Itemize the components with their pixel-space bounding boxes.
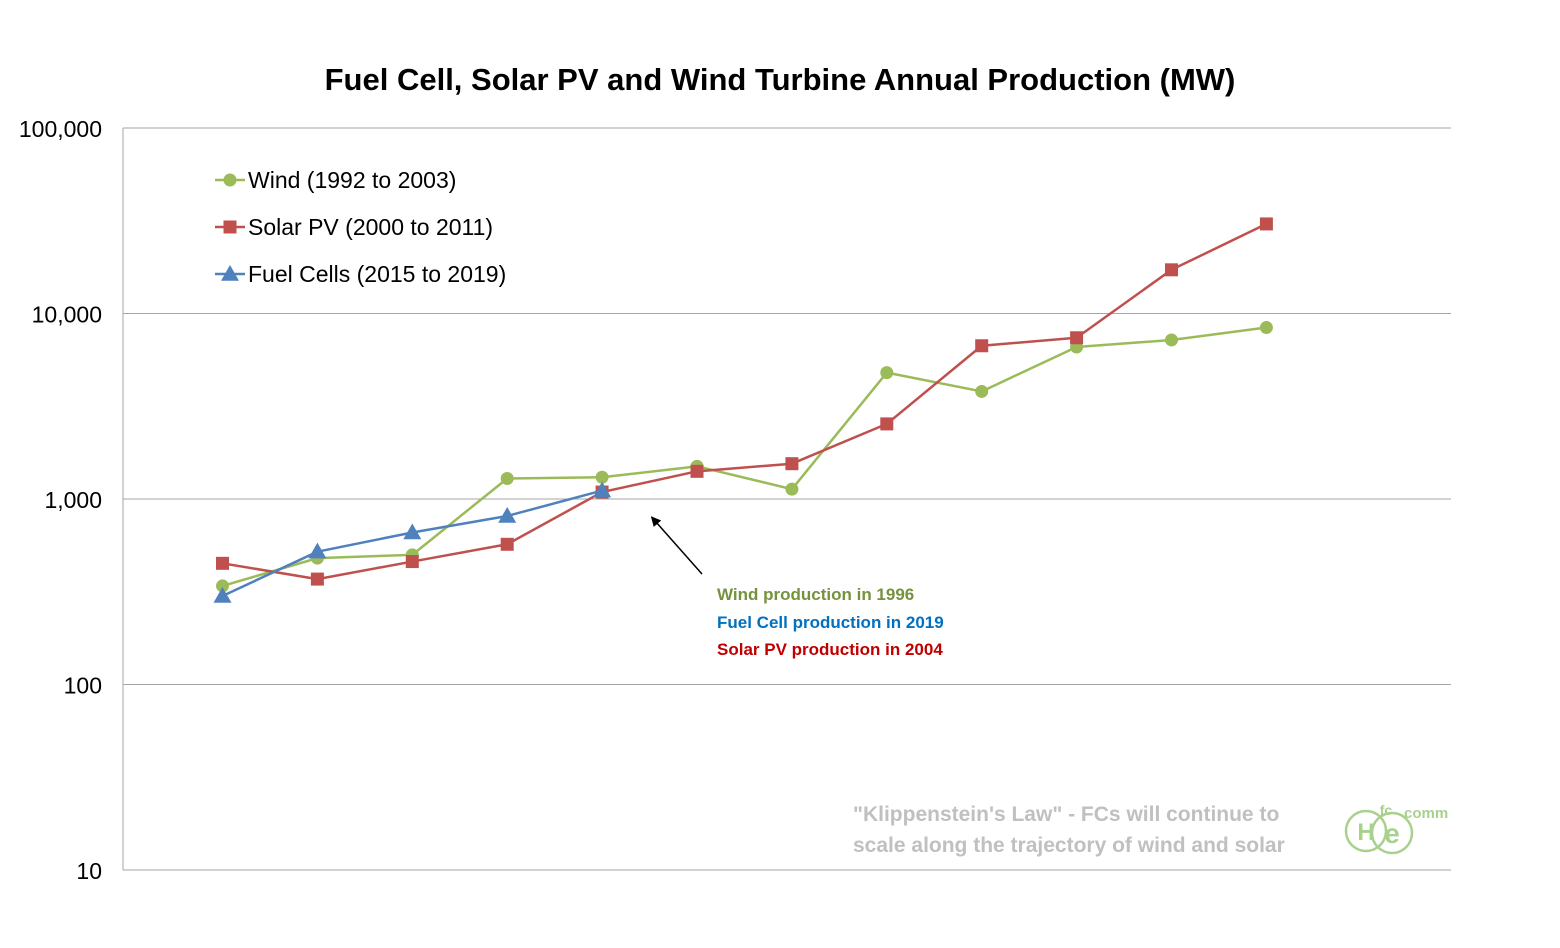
data-point — [216, 556, 229, 570]
data-point — [785, 457, 799, 471]
series-circle — [216, 321, 1273, 593]
legend-item: Solar PV (2000 to 2011) — [215, 214, 493, 240]
logo-fc: fc — [1380, 802, 1393, 818]
legend-item: Wind (1992 to 2003) — [215, 167, 456, 193]
grid-layer — [123, 127, 1451, 871]
y-tick-label: 1,000 — [44, 487, 102, 513]
data-point — [1259, 217, 1273, 231]
data-point — [498, 506, 517, 523]
data-point — [975, 384, 989, 398]
series-line — [222, 222, 1267, 581]
legend-marker — [221, 265, 239, 281]
data-point — [593, 481, 612, 498]
annotation-fuel-cell: Fuel Cell production in 2019 — [717, 613, 944, 632]
data-point — [403, 523, 422, 540]
series-layer — [213, 217, 1273, 603]
data-point — [1070, 331, 1084, 345]
y-tick-label: 10 — [76, 858, 102, 884]
data-point — [690, 464, 704, 478]
annotation-solar: Solar PV production in 2004 — [717, 640, 943, 659]
footnote-line-2: scale along the trajectory of wind and s… — [853, 834, 1285, 857]
legend: Wind (1992 to 2003) Solar PV (2000 to 201… — [215, 167, 506, 287]
data-point — [216, 579, 229, 593]
data-point — [595, 470, 609, 484]
data-point — [880, 366, 894, 380]
data-point — [405, 555, 419, 569]
data-point — [213, 586, 232, 603]
legend-label: Fuel Cells (2015 to 2019) — [248, 261, 506, 287]
legend-label: Wind (1992 to 2003) — [248, 167, 456, 193]
y-axis: 100,000 10,000 1,000 100 10 — [19, 116, 124, 884]
data-point — [880, 417, 894, 431]
hfce-logo: H fc e comm — [1344, 802, 1448, 855]
logo-e-ring — [1370, 811, 1414, 855]
logo-comm: comm — [1404, 805, 1448, 822]
logo-h-ring — [1344, 809, 1388, 853]
y-tick-label: 100 — [64, 673, 102, 699]
y-tick-label: 10,000 — [32, 302, 102, 328]
data-point — [1165, 333, 1178, 347]
data-point — [1259, 321, 1273, 335]
data-point — [500, 471, 514, 485]
series-triangle — [213, 481, 612, 603]
footnote-line-1: "Klippenstein's Law" - FCs will continue… — [853, 803, 1279, 826]
series-square — [216, 217, 1273, 586]
y-tick-label: 100,000 — [19, 116, 102, 142]
series-line — [221, 489, 603, 598]
legend-marker — [223, 220, 237, 234]
data-point — [785, 482, 799, 496]
logo-h: H — [1357, 819, 1374, 846]
data-point — [500, 537, 514, 551]
chart-title: Fuel Cell, Solar PV and Wind Turbine Ann… — [325, 62, 1236, 97]
series-line — [222, 326, 1267, 588]
legend-marker — [223, 173, 237, 187]
logo-e: e — [1384, 818, 1400, 849]
data-point — [975, 339, 989, 353]
annotation-arrow — [650, 516, 703, 575]
data-point — [308, 542, 327, 559]
annotation-wind: Wind production in 1996 — [717, 585, 914, 604]
data-point — [1165, 263, 1178, 277]
data-point — [310, 572, 324, 586]
legend-label: Solar PV (2000 to 2011) — [248, 214, 493, 240]
legend-item: Fuel Cells (2015 to 2019) — [215, 261, 506, 287]
